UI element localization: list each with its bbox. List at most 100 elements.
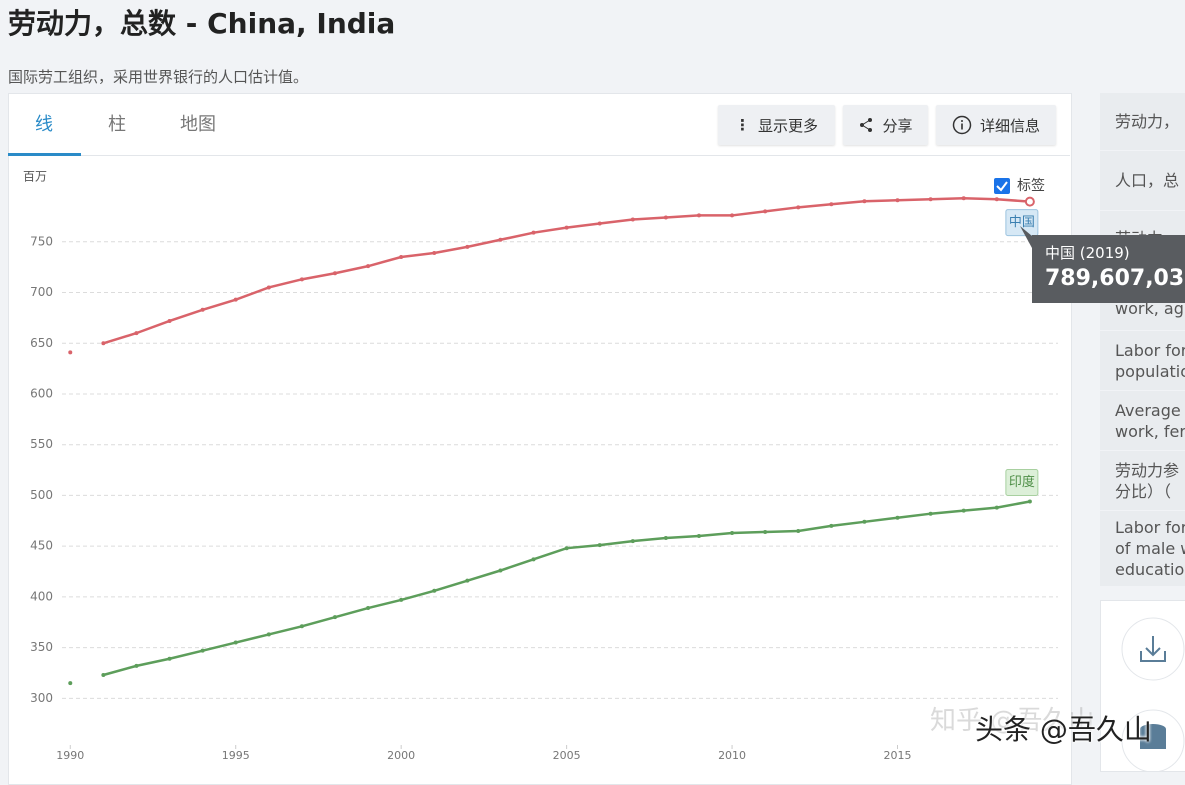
data-point <box>266 632 271 637</box>
data-point <box>465 578 470 583</box>
data-point <box>299 624 304 629</box>
data-point <box>68 681 73 686</box>
data-point <box>696 213 701 218</box>
page-title: 劳动力，总数 - China, India <box>8 7 396 40</box>
indicator-item[interactable]: 劳动力， <box>1100 93 1185 150</box>
data-point <box>763 209 768 214</box>
data-point <box>564 225 569 230</box>
tab[interactable]: 柱 <box>108 114 126 135</box>
x-tick-label: 2005 <box>553 749 581 762</box>
data-point <box>663 536 668 541</box>
data-point <box>432 250 437 255</box>
tab[interactable]: 线 <box>35 114 53 135</box>
x-tick-label: 2015 <box>884 749 912 762</box>
series-label-box <box>1005 209 1039 237</box>
details-button[interactable]: 详细信息 <box>936 105 1056 145</box>
y-tick-label: 700 <box>30 285 53 299</box>
series-line <box>102 196 1030 345</box>
indicator-item[interactable]: 劳动力参 分比）（ <box>1100 451 1185 510</box>
indicator-text: 劳动力参 <box>1115 460 1180 480</box>
data-point <box>796 528 801 533</box>
indicator-text: 人口，总 <box>1115 171 1180 190</box>
data-point <box>994 505 999 510</box>
y-tick-label: 750 <box>30 234 53 248</box>
data-point <box>630 539 635 544</box>
data-point <box>233 640 238 645</box>
data-point <box>597 543 602 548</box>
indicator-text: 劳动力， <box>1115 112 1180 131</box>
data-point <box>531 230 536 235</box>
data-point <box>233 297 238 302</box>
data-point <box>730 530 735 535</box>
page: 劳动力，总数 - China, India 国际劳工组织，采用世界银行的人口估计… <box>8 7 1185 785</box>
data-point <box>399 597 404 602</box>
series-label: 印度 <box>1009 474 1035 490</box>
data-point <box>1027 499 1032 504</box>
indicator-text: Labor for <box>1115 518 1185 537</box>
chart-card <box>8 93 1072 785</box>
data-point <box>928 511 933 516</box>
y-unit: 百万 <box>23 170 47 184</box>
data-point <box>862 519 867 524</box>
data-point <box>366 264 371 269</box>
tab[interactable]: 地图 <box>180 114 216 135</box>
indicator-item[interactable]: Average work, fer <box>1100 391 1185 450</box>
data-point <box>200 648 205 653</box>
y-tick-label: 650 <box>30 336 53 350</box>
share-button[interactable]: 分享 <box>843 105 928 145</box>
data-point <box>332 271 337 276</box>
watermark: 知乎 @吾久山 <box>930 706 1095 736</box>
data-point <box>68 350 73 355</box>
indicator-text: population <box>1115 361 1185 381</box>
data-point <box>730 213 735 218</box>
indicator-text: Labor for <box>1115 340 1185 360</box>
data-point <box>299 277 304 282</box>
data-point <box>167 318 172 323</box>
data-point <box>829 202 834 207</box>
indicator-text: educatio <box>1115 560 1185 579</box>
checkbox[interactable] <box>994 178 1010 194</box>
data-point <box>167 656 172 661</box>
data-point <box>961 196 966 201</box>
y-tick-label: 600 <box>30 386 53 400</box>
data-point <box>895 198 900 203</box>
x-tick-label: 2010 <box>718 749 746 762</box>
data-point <box>266 285 271 290</box>
sidebar-tools <box>1100 600 1185 773</box>
series-line <box>103 500 1031 677</box>
data-point <box>399 255 404 260</box>
indicator-item[interactable]: Labor for of male w educatio <box>1100 511 1185 586</box>
chart: 百万 标签 300 350 400 450 500 550 600 650 700 750 1990… <box>23 170 1058 762</box>
data-point <box>597 221 602 226</box>
indicator-text: of male w <box>1115 539 1185 558</box>
indicator-text: 分比）（ <box>1115 481 1172 501</box>
checkbox-label: 标签 <box>1017 177 1045 194</box>
x-tick-label: 1995 <box>222 749 250 762</box>
y-tick-label: 550 <box>30 437 53 451</box>
data-point <box>101 341 106 346</box>
data-point <box>332 615 337 620</box>
x-tick-label: 1990 <box>56 749 84 762</box>
tab-divider <box>8 155 1070 156</box>
y-tick-label: 450 <box>30 539 53 553</box>
button-label: 显示更多 <box>757 116 818 135</box>
tool-icons <box>1121 617 1185 773</box>
indicator-text: Average <box>1115 400 1181 420</box>
data-point <box>895 515 900 520</box>
y-tick-label: 400 <box>30 589 53 603</box>
indicator-item[interactable]: 人口，总 <box>1100 151 1185 210</box>
indicator-item[interactable]: Labor forpopulation <box>1100 331 1185 390</box>
data-point <box>862 199 867 204</box>
info-icon <box>952 115 972 135</box>
data-point <box>928 197 933 202</box>
series-label: 中国 <box>1009 215 1035 230</box>
indicator-text: work, fer <box>1115 421 1185 441</box>
active-tab-indicator <box>8 153 81 156</box>
data-point <box>498 568 503 573</box>
tooltip-pointer <box>1020 226 1032 248</box>
data-point <box>696 534 701 539</box>
data-point <box>663 215 668 220</box>
more-button[interactable]: ⋮ 显示更多 <box>718 105 835 145</box>
data-point <box>200 307 205 312</box>
data-point <box>134 331 139 336</box>
